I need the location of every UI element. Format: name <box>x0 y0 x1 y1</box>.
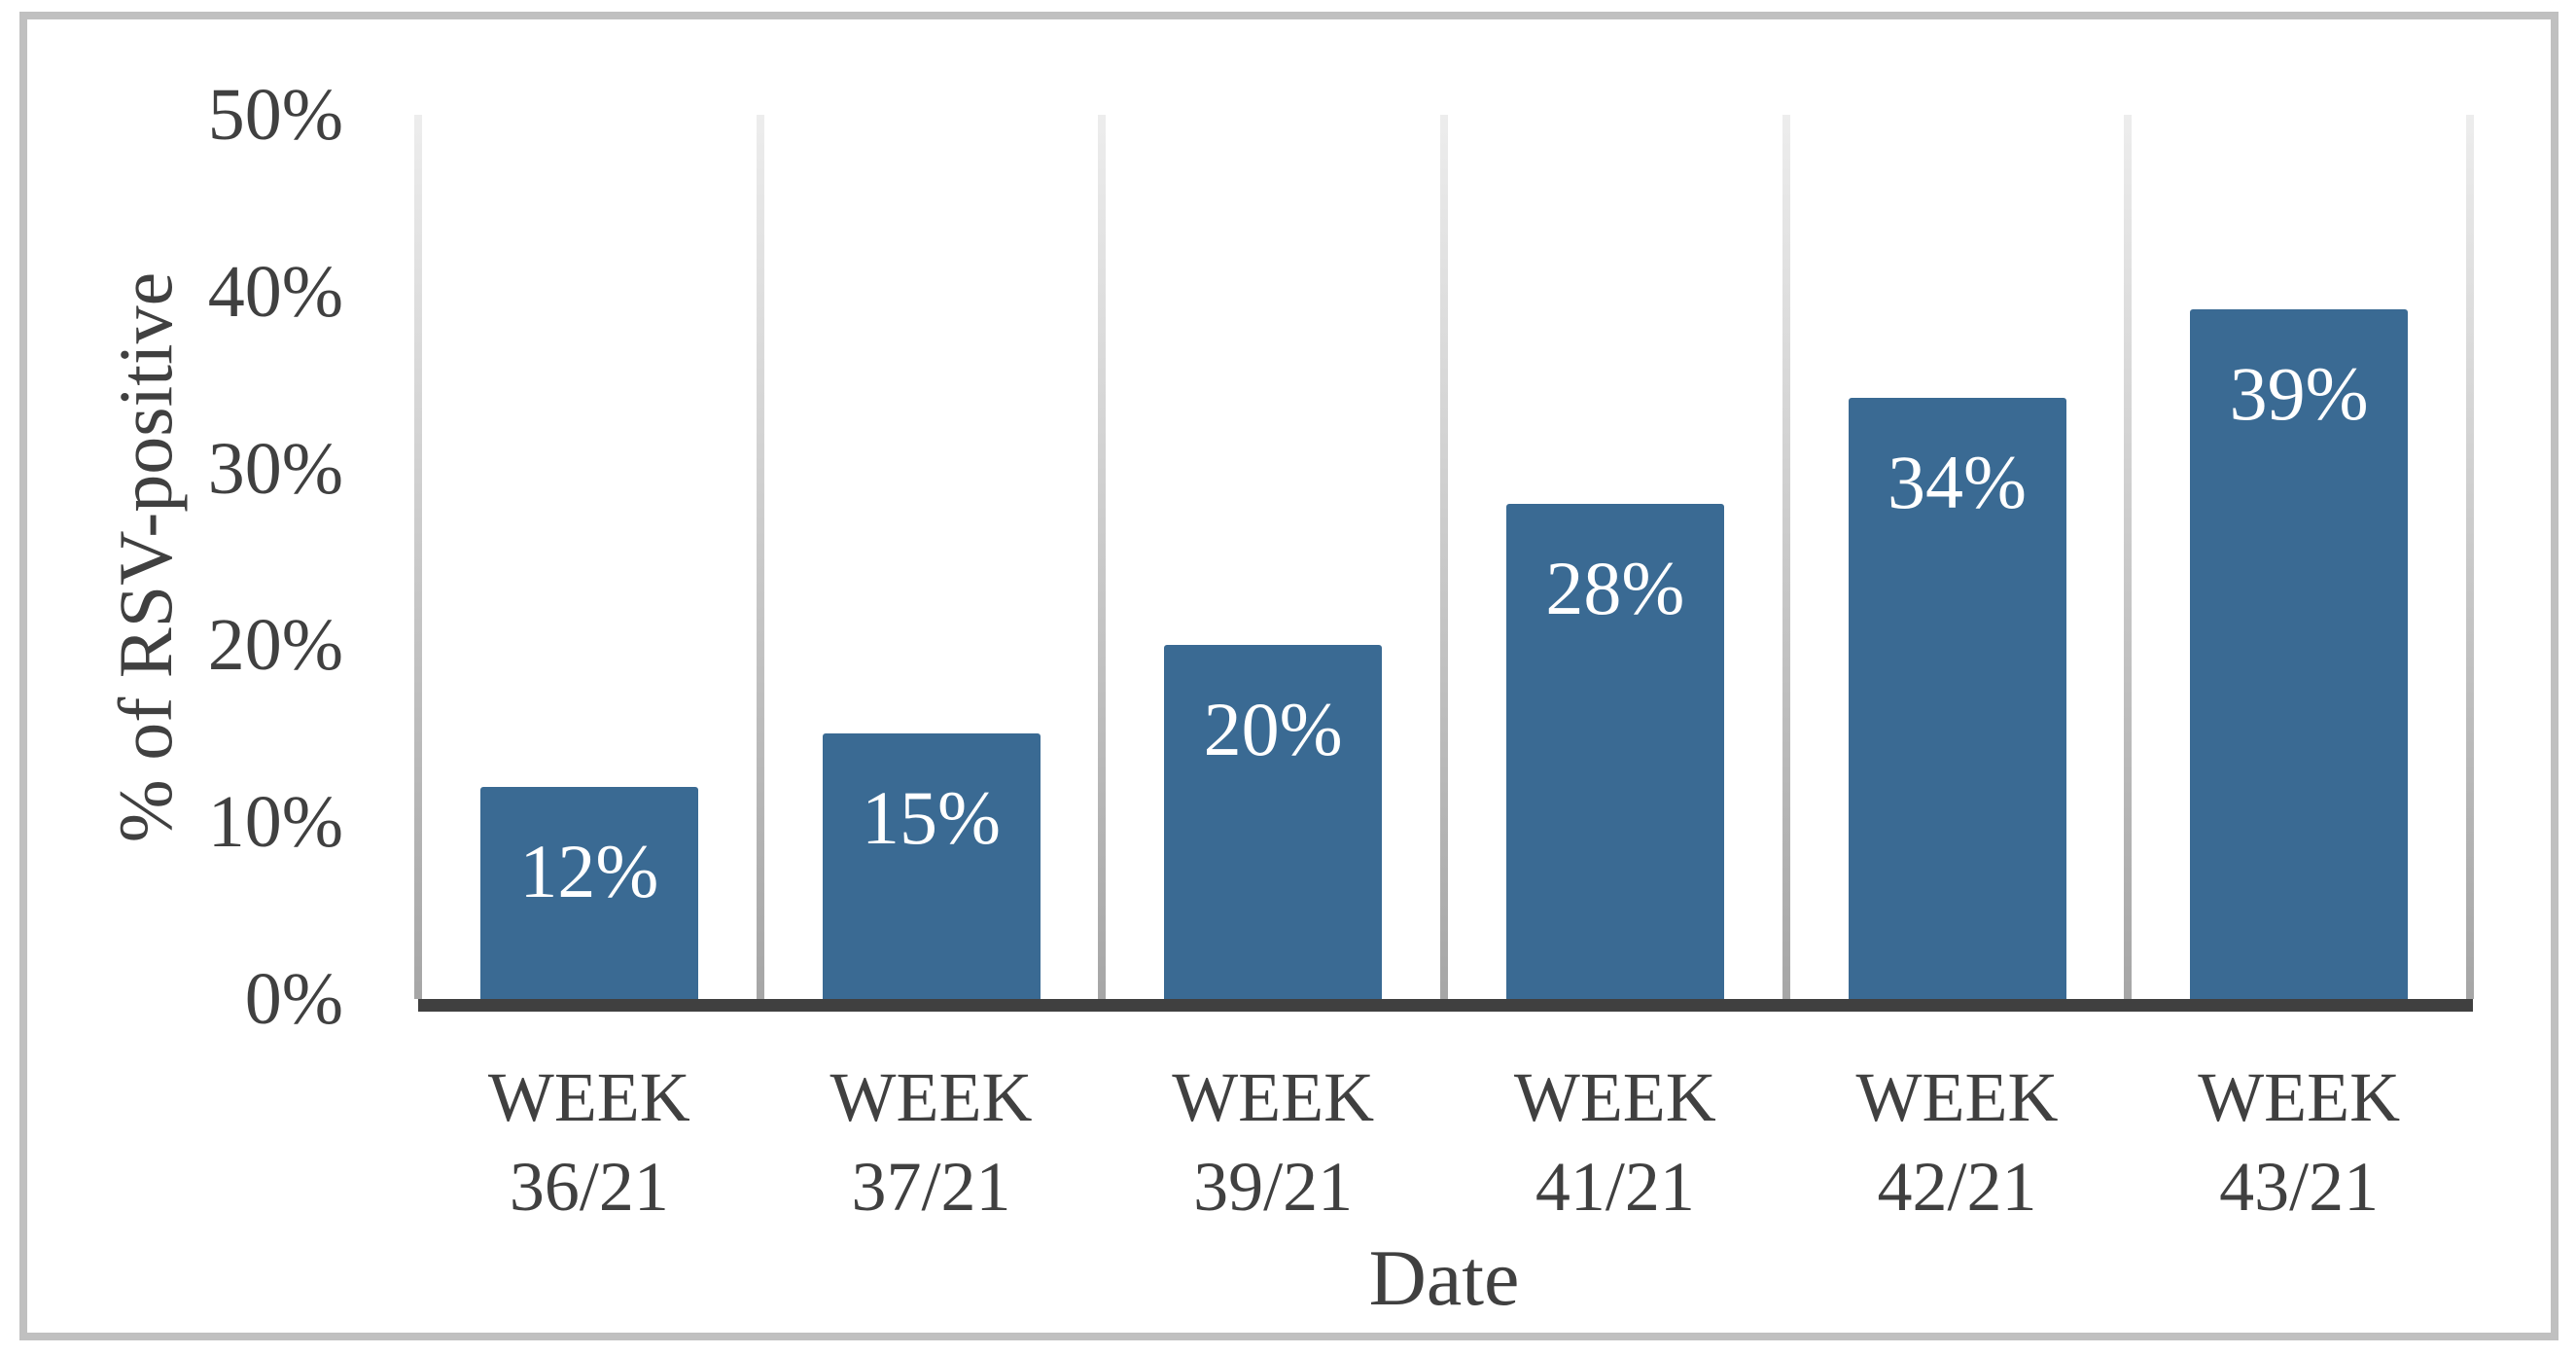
x-category-date: 37/21 <box>851 1148 1011 1226</box>
x-category-week: WEEK <box>1855 1058 2059 1136</box>
figure-border <box>19 12 2558 1340</box>
gridline <box>2466 115 2474 999</box>
plot-area: 12% 15% 20% 28% 34% 39% <box>414 115 2474 999</box>
gridline <box>1440 115 1448 999</box>
x-category-date: 39/21 <box>1193 1148 1354 1226</box>
gridline <box>756 115 764 999</box>
y-tick-label: 40% <box>207 250 343 333</box>
bar: 28% <box>1505 503 1724 999</box>
x-category-label: WEEK 41/21 <box>1440 1052 1790 1231</box>
y-tick-label: 30% <box>207 427 343 510</box>
bar-value-label: 12% <box>519 828 659 913</box>
x-category-date: 43/21 <box>2219 1148 2380 1226</box>
x-category-week: WEEK <box>829 1058 1033 1136</box>
x-axis-title: Date <box>1368 1233 1520 1322</box>
x-category-label: WEEK 36/21 <box>414 1052 764 1231</box>
bar: 34% <box>1848 397 2066 999</box>
y-axis-tick-labels: 0% 10% 20% 30% 40% 50% <box>0 78 343 1036</box>
x-category-date: 41/21 <box>1535 1148 1695 1226</box>
x-axis-tick-labels: WEEK 36/21 WEEK 37/21 WEEK 39/21 WEEK 41… <box>418 1052 2470 1266</box>
x-category-week: WEEK <box>1172 1058 1375 1136</box>
bar-value-label: 34% <box>1888 439 2027 524</box>
y-tick-label: 50% <box>207 74 343 156</box>
x-category-label: WEEK 37/21 <box>757 1052 1107 1231</box>
bar-value-label: 28% <box>1545 545 1685 630</box>
gridline <box>414 115 422 999</box>
gridline <box>2124 115 2133 999</box>
x-category-label: WEEK 43/21 <box>2124 1052 2474 1231</box>
y-tick-label: 20% <box>207 604 343 687</box>
bar-value-label: 39% <box>2229 350 2369 436</box>
bar: 39% <box>2190 308 2409 999</box>
x-category-label: WEEK 39/21 <box>1098 1052 1448 1231</box>
x-category-date: 42/21 <box>1877 1148 2037 1226</box>
gridline <box>1098 115 1107 999</box>
x-axis-line <box>418 999 2473 1012</box>
x-category-week: WEEK <box>487 1058 690 1136</box>
x-category-week: WEEK <box>2198 1058 2401 1136</box>
bar: 20% <box>1164 645 1383 999</box>
bar-value-label: 15% <box>862 775 1001 861</box>
bar: 12% <box>479 786 698 999</box>
x-category-label: WEEK 42/21 <box>1782 1052 2133 1231</box>
x-category-date: 36/21 <box>509 1148 669 1226</box>
bar-value-label: 20% <box>1203 687 1343 772</box>
gridline <box>1782 115 1790 999</box>
x-category-week: WEEK <box>1513 1058 1716 1136</box>
y-tick-label: 10% <box>207 781 343 864</box>
bar: 15% <box>822 733 1041 999</box>
y-tick-label: 0% <box>244 958 343 1040</box>
